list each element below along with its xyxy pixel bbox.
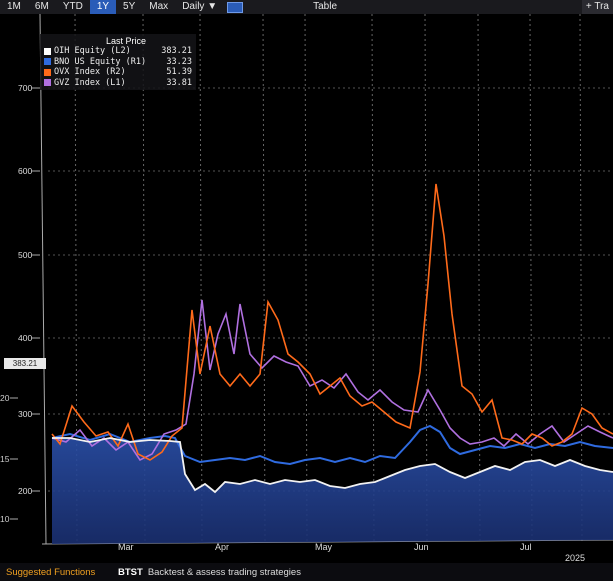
chart-area[interactable]: 700 600 500 400 300 200 20 15 10 Mar Apr May Jun Jul 2… bbox=[0, 14, 613, 563]
y-axis-tick-label: 200 bbox=[18, 486, 32, 496]
grid-line-vertical bbox=[199, 14, 203, 545]
y-axis-tick-label: 300 bbox=[18, 409, 32, 419]
legend-swatch bbox=[44, 68, 51, 76]
legend-swatch bbox=[44, 79, 51, 87]
grid-line-vertical bbox=[477, 14, 481, 545]
x-axis-tick-label: Jun bbox=[414, 542, 429, 552]
series-line-oih bbox=[52, 437, 613, 494]
chart-legend: Last Price OIH Equity (L2) 383.21 BNO US… bbox=[40, 34, 196, 90]
plus-icon: + bbox=[585, 1, 595, 12]
range-1y-button[interactable]: 1Y bbox=[89, 0, 117, 14]
x-axis-tick-label: May bbox=[315, 542, 333, 552]
y-axis-tick-label: 600 bbox=[18, 166, 32, 176]
bottom-bar: Suggested Functions BTST Backtest & asse… bbox=[0, 563, 613, 581]
x-axis-tick-label: Jul bbox=[520, 542, 532, 552]
oih-area-fill bbox=[52, 438, 613, 544]
frequency-dropdown[interactable]: Daily ▼ bbox=[182, 1, 218, 12]
btst-function-desc[interactable]: Backtest & assess trading strategies bbox=[147, 566, 301, 578]
y-axis-tick-label: 400 bbox=[18, 333, 32, 343]
series-line-ovx bbox=[51, 183, 613, 461]
grid-line-vertical bbox=[304, 14, 308, 545]
grid-line-vertical bbox=[424, 14, 428, 545]
chart-toolbar: 1M 6M YTD 1Y 5Y Max Daily ▼ Table + Tra bbox=[0, 0, 613, 14]
y-axis-secondary-tick-label: 10 bbox=[0, 514, 10, 524]
range-5y-button[interactable]: 5Y bbox=[123, 1, 136, 12]
y-axis-secondary-tick-label: 20 bbox=[0, 393, 10, 403]
x-axis-tick-label: 2025 bbox=[565, 553, 585, 563]
series-line-gvz bbox=[51, 299, 613, 462]
x-axis-tick-label: Mar bbox=[118, 542, 134, 552]
last-price-tag: 383.21 bbox=[4, 358, 46, 369]
series-line-bno bbox=[51, 424, 613, 466]
line-chart: 700 600 500 400 300 200 20 15 10 Mar Apr May Jun Jul 2… bbox=[0, 14, 613, 563]
grid-line-vertical bbox=[262, 14, 266, 545]
grid-line-vertical bbox=[371, 14, 375, 545]
legend-item-ovx[interactable]: OVX Index (R2) 51.39 bbox=[44, 67, 192, 78]
grid-line-vertical bbox=[529, 14, 533, 545]
legend-title: Last Price bbox=[105, 36, 146, 46]
track-button[interactable]: + Tra bbox=[581, 0, 613, 14]
legend-swatch bbox=[44, 58, 51, 66]
y-axis-tick-label: 500 bbox=[18, 250, 32, 260]
legend-item-gvz[interactable]: GVZ Index (L1) 33.81 bbox=[44, 78, 192, 89]
line-chart-icon[interactable] bbox=[227, 1, 244, 13]
range-max-button[interactable]: Max bbox=[149, 1, 169, 12]
y-axis-secondary-tick-label: 15 bbox=[0, 454, 10, 464]
range-1m-button[interactable]: 1M bbox=[7, 1, 21, 12]
grid-line-vertical bbox=[579, 14, 583, 545]
table-button[interactable]: Table bbox=[313, 1, 337, 12]
x-axis-tick-label: Apr bbox=[215, 542, 229, 552]
range-6m-button[interactable]: 6M bbox=[34, 1, 49, 12]
btst-function-code[interactable]: BTST bbox=[118, 566, 143, 578]
legend-swatch bbox=[44, 47, 51, 55]
y-axis-tick-label: 700 bbox=[18, 83, 32, 93]
legend-item-bno[interactable]: BNO US Equity (R1) 33.23 bbox=[44, 57, 192, 68]
legend-item-oih[interactable]: OIH Equity (L2) 383.21 bbox=[44, 46, 192, 57]
range-ytd-button[interactable]: YTD bbox=[62, 1, 83, 12]
suggested-functions-label[interactable]: Suggested Functions bbox=[6, 566, 96, 578]
y-axis-line bbox=[39, 14, 47, 545]
